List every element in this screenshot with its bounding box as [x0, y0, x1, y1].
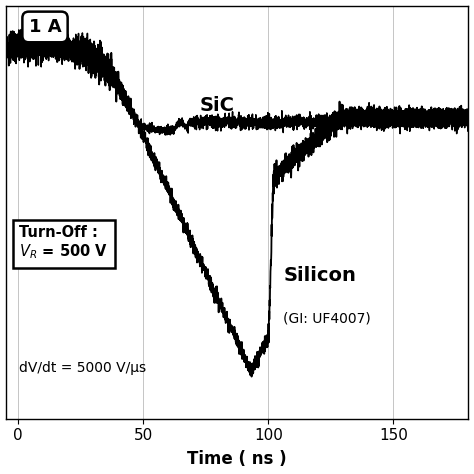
Text: 1 A: 1 A — [29, 18, 61, 36]
Text: SiC: SiC — [200, 97, 235, 116]
Text: dV/dt = 5000 V/µs: dV/dt = 5000 V/µs — [19, 361, 146, 375]
X-axis label: Time ( ns ): Time ( ns ) — [187, 450, 287, 468]
Text: Turn-Off :
$V_R$ = 500 V: Turn-Off : $V_R$ = 500 V — [19, 225, 109, 261]
Text: (GI: UF4007): (GI: UF4007) — [283, 311, 371, 325]
Text: Silicon: Silicon — [283, 266, 356, 285]
